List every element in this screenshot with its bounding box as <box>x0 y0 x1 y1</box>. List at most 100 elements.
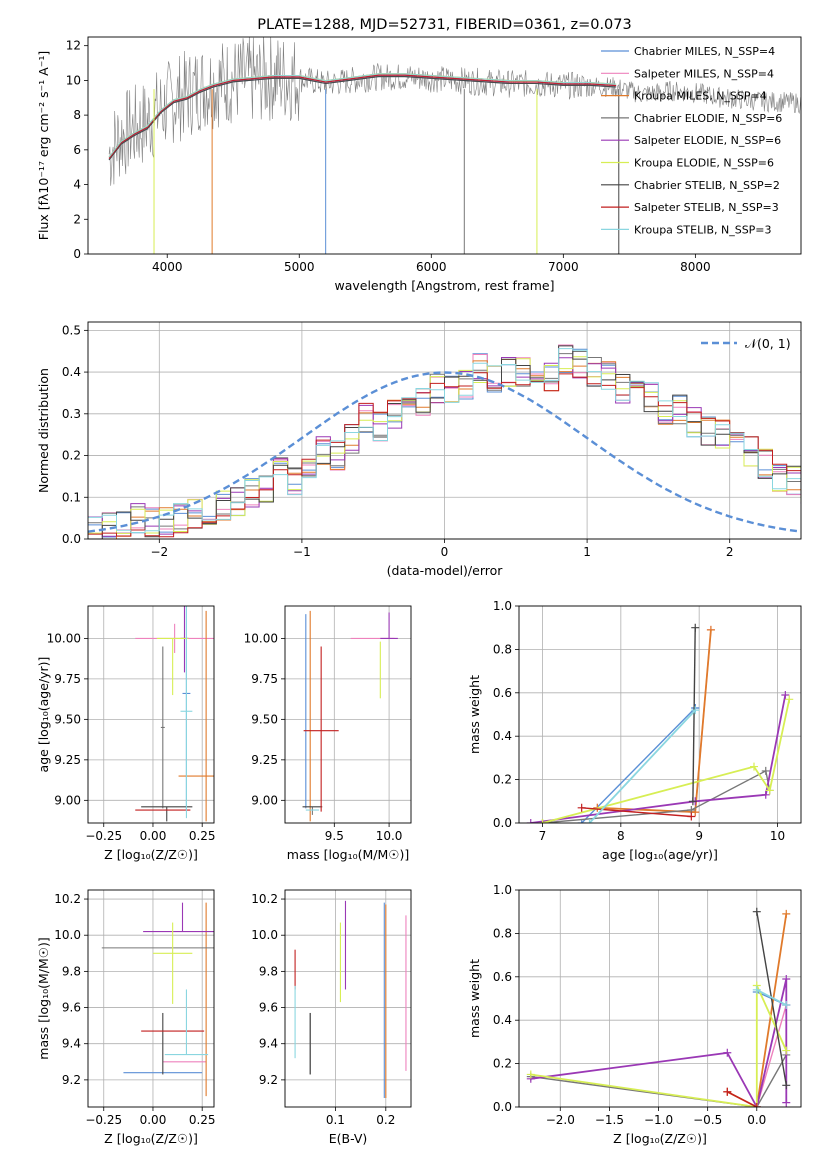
x-axis-label: wavelength [Angstrom, rest frame] <box>334 278 554 293</box>
plot-area <box>526 623 794 823</box>
y-tick-label: 10.00 <box>244 631 278 645</box>
plot-frame <box>87 36 802 255</box>
chart-age-vs-z: −0.25 0.00 0.25 9.00 9.25 9.50 9.75 10.00 Z [log… <box>36 605 216 862</box>
x-tick-label: 0.0 <box>747 1113 766 1127</box>
x-tick-label: 1 <box>583 545 591 559</box>
chart-mass-vs-ebv: 0.1 0.2 9.2 9.4 9.6 9.8 10.0 10.2 E(B-V) <box>251 889 412 1146</box>
y-axis-label: age [log₁₀(age/yr)] <box>36 657 51 773</box>
x-tick-label: −2.0 <box>546 1113 575 1127</box>
plot-area <box>88 344 801 539</box>
x-tick-label: 2 <box>726 545 734 559</box>
weight-marker <box>723 1087 732 1096</box>
plot-area <box>101 902 214 1097</box>
x-axis-label: age [log₁₀(age/yr)] <box>602 847 718 862</box>
plot-frame <box>87 889 215 1108</box>
legend-label: Kroupa ELODIE, N_SSP=6 <box>634 157 774 170</box>
y-tick-label: 9.75 <box>251 672 278 686</box>
y-tick-label: 0.6 <box>493 970 512 984</box>
weight-marker <box>782 909 791 918</box>
y-tick-label: 10.2 <box>251 892 278 906</box>
x-tick-label: 0 <box>441 545 449 559</box>
y-tick-label: 9.2 <box>62 1073 81 1087</box>
weight-marker <box>782 974 791 983</box>
weight-line-6 <box>692 627 696 802</box>
y-axis-label: mass weight <box>467 959 482 1038</box>
plot-frame <box>284 605 412 824</box>
weight-marker <box>577 803 586 812</box>
weight-line-0 <box>581 707 696 823</box>
y-tick-label: 12 <box>66 39 81 53</box>
weight-marker <box>765 786 774 795</box>
y-axis-label: mass weight <box>467 675 482 754</box>
chart-mass-vs-z: −0.25 0.00 0.25 9.2 9.4 9.6 9.8 10.0 10.2 Z [log₁… <box>36 889 216 1146</box>
plot-frame <box>518 889 802 1108</box>
weight-marker <box>691 623 700 632</box>
x-tick-label: 0.25 <box>189 829 216 843</box>
y-tick-label: 0.2 <box>493 1057 512 1071</box>
y-tick-label: 0.0 <box>493 1100 512 1114</box>
y-tick-label: 0.3 <box>62 407 81 421</box>
y-tick-label: 0.4 <box>62 365 81 379</box>
x-tick-label: 9 <box>695 829 703 843</box>
y-tick-label: 9.25 <box>54 753 81 767</box>
weight-line-5 <box>530 985 788 1107</box>
x-tick-label: −0.25 <box>85 829 122 843</box>
y-tick-label: 9.2 <box>259 1073 278 1087</box>
model-spectrum-line-6 <box>108 76 617 161</box>
weight-line-6 <box>756 911 787 1086</box>
legend-label: Chabrier ELODIE, N_SSP=6 <box>634 112 782 125</box>
observed-spectrum-line <box>108 37 801 186</box>
x-tick-label: 4000 <box>152 260 183 274</box>
chart-spectrum: 4000 5000 6000 7000 8000 0 2 4 6 8 10 12 wavelength … <box>36 17 802 293</box>
legend-label: 𝒩(0, 1) <box>745 336 791 351</box>
y-tick-label: 0 <box>73 247 81 261</box>
x-tick-label: 0.00 <box>140 1113 167 1127</box>
weight-marker <box>750 762 758 771</box>
y-axis-label: Normed distribution <box>36 368 51 493</box>
plot-area <box>108 37 801 254</box>
x-axis-label: Z [log₁₀(Z/Z☉)] <box>104 847 198 862</box>
legend-label: Salpeter STELIB, N_SSP=3 <box>634 201 779 214</box>
y-tick-label: 10.0 <box>251 928 278 942</box>
plot-frame <box>87 605 215 824</box>
legend-label: Salpeter MILES, N_SSP=4 <box>634 67 774 80</box>
x-tick-label: −1 <box>293 545 311 559</box>
weight-marker <box>526 1070 535 1079</box>
y-tick-label: 0.4 <box>493 1013 512 1027</box>
weight-marker <box>691 706 700 715</box>
y-tick-label: 9.50 <box>54 712 81 726</box>
plot-area <box>302 610 398 822</box>
chart-title: PLATE=1288, MJD=52731, FIBERID=0361, z=0… <box>257 17 631 33</box>
weight-marker <box>723 1048 732 1057</box>
x-tick-label: −1.0 <box>644 1113 673 1127</box>
legend-label: Chabrier MILES, N_SSP=4 <box>634 45 775 58</box>
x-tick-label: 0.1 <box>326 1113 345 1127</box>
y-tick-label: 9.6 <box>259 1001 278 1015</box>
x-tick-label: 8 <box>617 829 625 843</box>
y-tick-label: 9.4 <box>259 1037 278 1051</box>
x-tick-label: 0.00 <box>140 829 167 843</box>
weight-marker <box>782 1001 791 1010</box>
y-tick-label: 9.50 <box>251 712 278 726</box>
chart-weight-vs-age: 7 8 9 10 0.0 0.2 0.4 0.6 0.8 1.0 age [log₁₀(age/yr… <box>467 599 802 862</box>
y-tick-label: 10.2 <box>54 892 81 906</box>
y-tick-label: 2 <box>73 212 81 226</box>
y-tick-label: 0.0 <box>493 816 512 830</box>
weight-marker <box>585 819 594 823</box>
y-tick-label: 9.8 <box>259 964 278 978</box>
chart-age-vs-mass: 9.5 10.0 9.00 9.25 9.50 9.75 10.00 mass [log₁₀(… <box>244 605 412 862</box>
x-tick-label: −2 <box>150 545 168 559</box>
x-tick-label: 0.2 <box>376 1113 395 1127</box>
x-tick-label: 7 <box>539 829 547 843</box>
y-tick-label: 0.1 <box>62 490 81 504</box>
weight-marker <box>688 797 697 806</box>
x-axis-label: E(B-V) <box>329 1131 368 1146</box>
weight-line-4 <box>530 694 787 823</box>
weight-line-8 <box>756 988 787 1006</box>
weight-marker <box>706 625 715 634</box>
y-tick-label: 9.00 <box>54 793 81 807</box>
weight-marker <box>538 819 547 823</box>
y-tick-label: 10.00 <box>47 631 81 645</box>
